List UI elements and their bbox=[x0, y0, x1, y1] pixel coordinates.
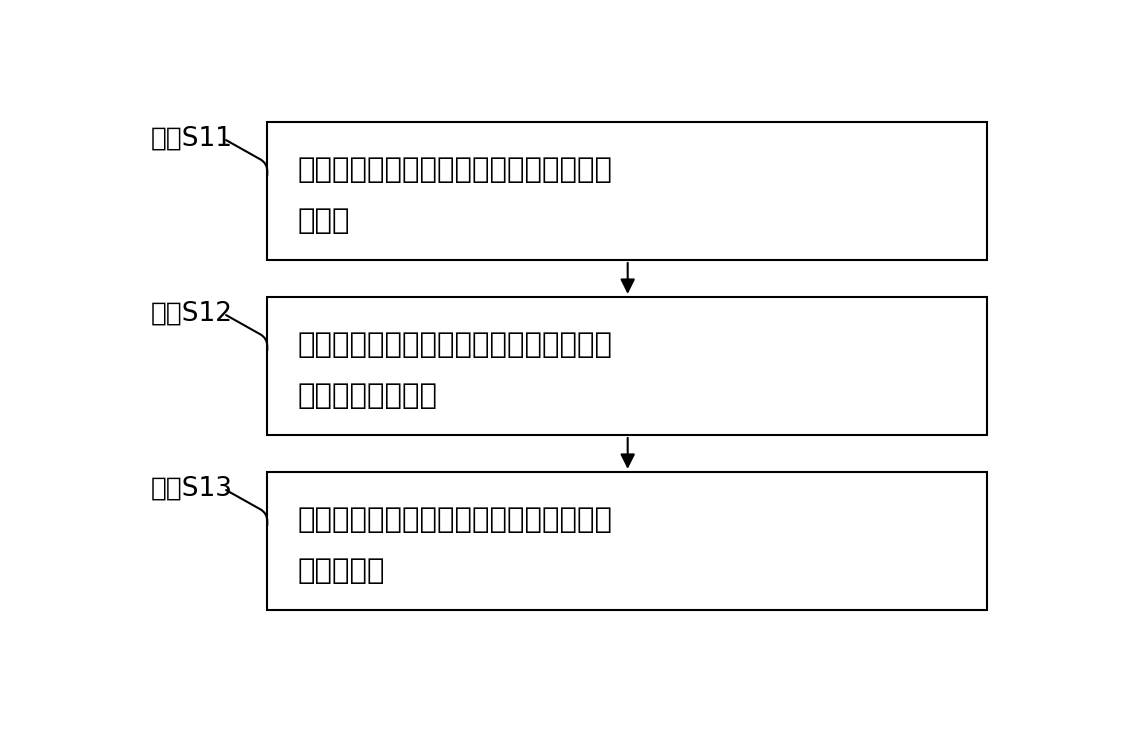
FancyBboxPatch shape bbox=[267, 472, 988, 610]
Text: 获取采集到的信号类型为时域信号的声音: 获取采集到的信号类型为时域信号的声音 bbox=[297, 156, 613, 184]
Text: 到多帧时域信号。: 到多帧时域信号。 bbox=[297, 383, 438, 410]
Text: 步骤S11: 步骤S11 bbox=[151, 126, 233, 152]
Text: 频域信号。: 频域信号。 bbox=[297, 557, 385, 586]
FancyBboxPatch shape bbox=[267, 297, 988, 435]
Text: 数据。: 数据。 bbox=[297, 207, 350, 235]
Text: 通过对每一帧时域信号进行时频变换得到: 通过对每一帧时域信号进行时频变换得到 bbox=[297, 507, 613, 534]
Text: 将时域信号按照预设时间间隔进行组帧得: 将时域信号按照预设时间间隔进行组帧得 bbox=[297, 331, 613, 359]
FancyBboxPatch shape bbox=[267, 122, 988, 260]
Text: 步骤S12: 步骤S12 bbox=[151, 301, 233, 327]
Text: 步骤S13: 步骤S13 bbox=[151, 476, 233, 501]
